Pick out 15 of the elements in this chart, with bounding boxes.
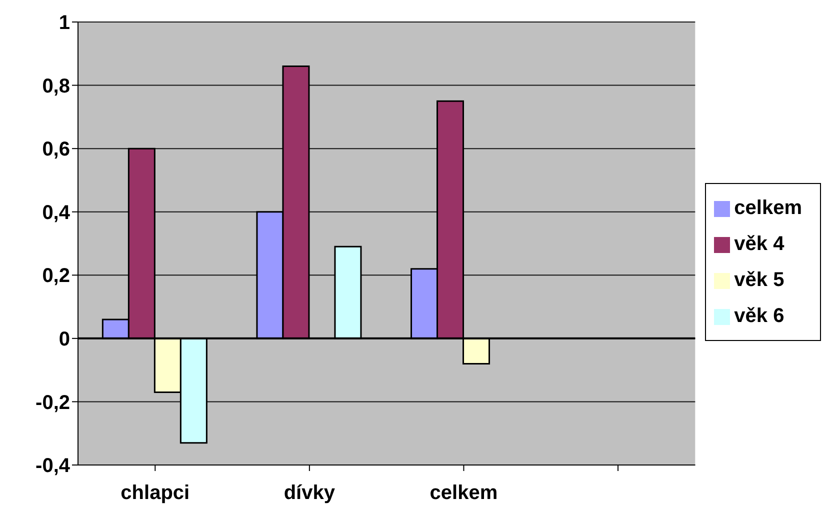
x-tick-label: celkem: [430, 482, 498, 504]
y-tick-label: -0,4: [36, 455, 71, 478]
y-tick-label: 0: [58, 328, 70, 351]
legend-label: věk 6: [734, 304, 784, 326]
y-tick-label: 0,6: [42, 138, 70, 161]
y-tick-label: 1: [58, 12, 70, 34]
legend-label: věk 5: [734, 268, 784, 290]
legend-label: celkem: [734, 196, 802, 218]
x-tick-label: chlapci: [120, 482, 190, 504]
y-tick-label: 0,8: [42, 75, 70, 98]
y-tick-label: 0,2: [42, 265, 70, 288]
x-tick-label: dívky: [284, 482, 336, 504]
y-tick-label: -0,2: [36, 392, 70, 414]
y-tick-label: 0,4: [42, 202, 71, 224]
legend-label: věk 4: [734, 232, 784, 254]
